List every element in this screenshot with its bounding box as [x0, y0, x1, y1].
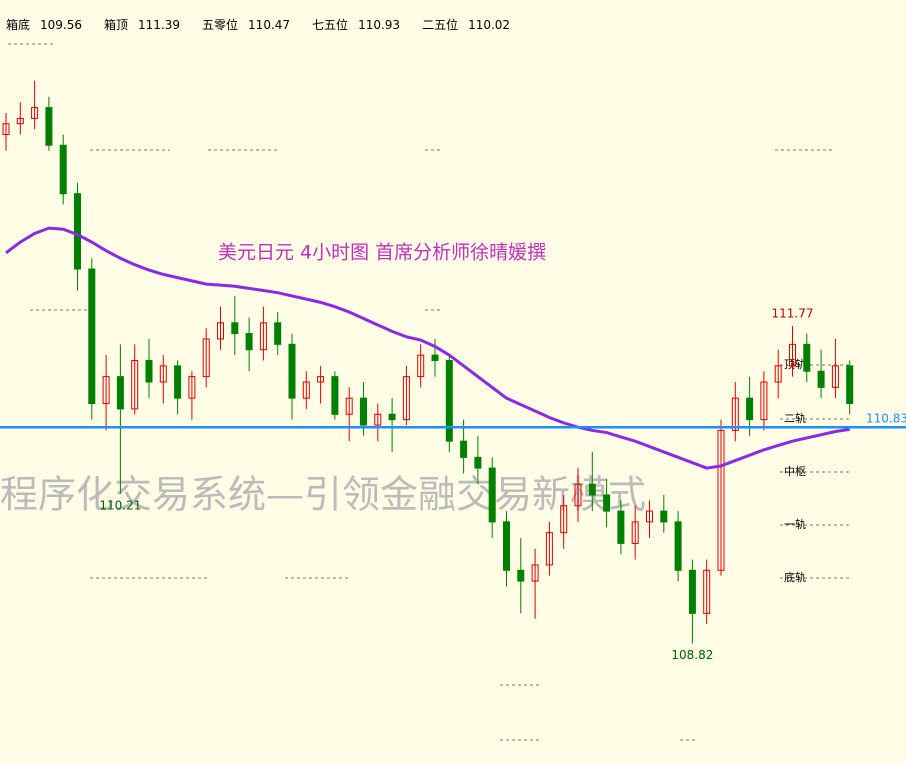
level-value: 110.02: [468, 18, 511, 32]
candle-body: [789, 343, 796, 367]
candle-body: [274, 322, 282, 345]
candle-body: [760, 381, 768, 421]
candle-body: [460, 440, 468, 458]
candle-body: [731, 397, 739, 431]
candle-body: [231, 322, 239, 335]
candle-body: [846, 365, 854, 405]
header: 箱底 109.56 箱顶 111.39 五零位 110.47 七五位 110.93 二五位 110…: [6, 16, 510, 33]
moving-average: [5, 226, 850, 470]
candle-body: [503, 521, 510, 571]
candle-body: [16, 117, 24, 125]
candle-body: [131, 359, 139, 410]
candle-body: [159, 365, 167, 383]
candle-body: [88, 268, 96, 405]
candle-body: [445, 359, 453, 442]
level-name: 二五位: [422, 18, 459, 32]
candle-body: [774, 365, 782, 383]
watermark: 程序化交易系统—引领金融交易新模式: [0, 473, 646, 517]
level: 箱顶 111.39: [104, 16, 180, 33]
candle-body: [574, 483, 582, 507]
level: 五零位 110.47: [202, 16, 290, 33]
chart-title: 美元日元 4小时图 首席分析师徐晴媛撰: [218, 242, 546, 264]
candle-body: [31, 107, 39, 119]
candle-body: [474, 456, 482, 469]
candle-body: [259, 322, 267, 351]
candle-body: [674, 521, 682, 571]
candle-body: [288, 343, 296, 399]
candle-body: [145, 359, 153, 383]
candle-body: [417, 354, 425, 378]
candle-body: [831, 365, 839, 388]
candle-body: [588, 483, 596, 496]
candle-body: [631, 521, 639, 544]
extreme-label: 111.77: [772, 307, 814, 321]
candle-body: [202, 338, 210, 378]
candle-body: [803, 343, 811, 372]
candle-body: [703, 569, 711, 614]
extreme-label: 110.21: [99, 498, 141, 512]
candle-body: [388, 413, 396, 421]
candle-body: [660, 510, 668, 523]
level-name: 箱顶: [104, 18, 129, 32]
candle-body: [116, 376, 124, 410]
level: 七五位 110.93: [312, 16, 400, 33]
candle-body: [431, 354, 439, 361]
level-name: 七五位: [312, 18, 349, 32]
candle-body: [245, 333, 253, 351]
channel-label: 一轨: [784, 517, 806, 531]
candle-body: [560, 505, 568, 534]
candle-body: [2, 123, 10, 136]
candle-body: [517, 569, 525, 582]
price-line-label: 110.83: [866, 412, 906, 426]
candle-body: [59, 144, 67, 195]
channel-label: 底轨: [784, 570, 806, 584]
candle-body: [617, 510, 625, 544]
candle-body: [402, 376, 410, 421]
candle-body: [603, 494, 611, 512]
candle-body: [531, 564, 539, 582]
candle-body: [746, 397, 754, 421]
level-value: 110.47: [248, 18, 291, 32]
level-name: 五零位: [202, 18, 239, 32]
candle-body: [345, 397, 353, 415]
extreme-label: 108.82: [671, 648, 713, 662]
channel-label: 中枢: [784, 464, 806, 478]
level-value: 111.39: [138, 18, 181, 32]
candle-body: [302, 381, 310, 399]
candle-body: [45, 107, 53, 146]
level-name: 箱底: [6, 18, 31, 32]
candle-body: [217, 322, 224, 340]
candle-body: [545, 532, 553, 566]
candle-body: [174, 365, 182, 399]
candle-body: [646, 510, 653, 523]
candle-body: [74, 193, 81, 270]
candle-body: [688, 569, 696, 614]
level: 二五位 110.02: [422, 16, 510, 33]
candle-body: [188, 376, 196, 399]
candle-body: [717, 429, 725, 571]
level-dashes: [8, 43, 850, 741]
channel-label: 二轨: [784, 411, 806, 425]
candle-body: [488, 467, 496, 523]
candle-body: [360, 397, 367, 426]
level: 箱底 109.56: [6, 16, 82, 33]
level-value: 110.93: [358, 18, 401, 32]
candle-body: [102, 376, 110, 405]
candle-body: [331, 376, 339, 415]
candle-body: [317, 376, 325, 383]
level-value: 109.56: [40, 18, 83, 32]
candle-body: [817, 370, 825, 388]
candle-body: [374, 413, 382, 426]
